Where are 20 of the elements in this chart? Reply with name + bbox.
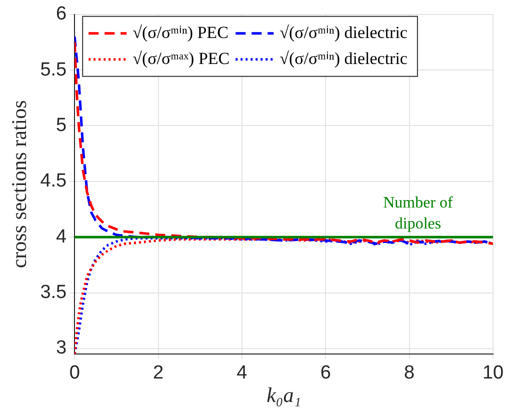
legend-label: √(σ/σᵐᵃˣ) PEC [132, 48, 230, 68]
y-axis-title: cross sections ratios [7, 100, 32, 268]
x-tick-label: 0 [69, 362, 80, 384]
x-axis-title: k₀a₁ [266, 382, 302, 407]
y-tick-label: 5.5 [40, 59, 67, 80]
x-tick-label: 10 [482, 362, 504, 384]
y-tick-label: 4 [56, 226, 68, 248]
x-tick-label: 2 [153, 362, 164, 384]
y-tick-label: 3.5 [40, 282, 67, 303]
x-tick-label: 6 [320, 362, 331, 384]
y-tick-label: 3 [56, 338, 67, 359]
x-tick-label: 8 [404, 362, 415, 384]
y-tick-label: 6 [56, 4, 67, 25]
x-tick-label: 4 [236, 362, 248, 384]
legend-label: √(σ/σᵐⁱⁿ) PEC [132, 22, 228, 42]
legend-label: √(σ/σᵐⁱⁿ) dielectric [280, 22, 408, 42]
ref-line-label: Number of dipoles [383, 194, 454, 232]
y-tick-label: 5 [56, 114, 67, 136]
y-tick-label: 4.5 [40, 170, 67, 192]
legend-label: √(σ/σᵐⁱⁿ) dielectric [280, 48, 408, 68]
